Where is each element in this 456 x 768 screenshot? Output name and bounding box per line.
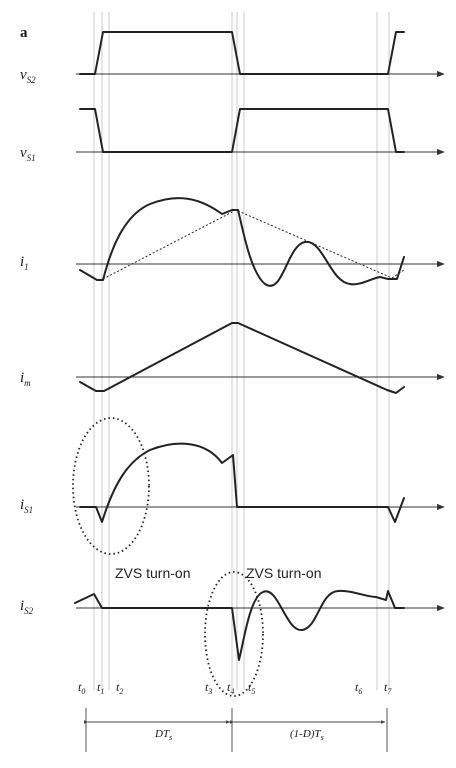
panel-label: a <box>20 25 28 41</box>
time-guides <box>93 12 390 690</box>
waveform-i1 <box>79 197 405 287</box>
zvs-note-left: ZVS turn-on <box>115 565 190 581</box>
label-im: im <box>20 370 31 388</box>
interval-dimensions <box>83 708 388 752</box>
label-is1: iS1 <box>20 497 33 515</box>
zvs-highlight-left <box>72 417 150 555</box>
time-labels: t0 t1 t2 t3 t4 t5 t6 t7 <box>78 680 392 696</box>
time-label-t0: t0 <box>78 680 85 696</box>
label-vs2: vS2 <box>20 67 36 85</box>
time-label-t7: t7 <box>384 680 392 696</box>
interval-label-second: (1-D)Ts <box>290 728 324 742</box>
waveform-vs2 <box>79 31 405 75</box>
i1-magnetizing-envelope <box>102 209 405 280</box>
waveform-is1 <box>79 442 405 523</box>
label-i1: i1 <box>20 254 29 272</box>
waveform-im <box>79 322 405 394</box>
time-label-t3: t3 <box>205 680 212 696</box>
time-label-t4: t4 <box>227 680 234 696</box>
label-vs1: vS1 <box>20 145 36 163</box>
waveform-vs1 <box>79 108 405 153</box>
waveform-is2 <box>74 589 405 661</box>
time-label-t1: t1 <box>97 680 104 696</box>
zvs-highlight-right <box>204 571 264 697</box>
time-label-t6: t6 <box>355 680 362 696</box>
time-label-t2: t2 <box>116 680 123 696</box>
waveforms <box>74 31 405 661</box>
zvs-note-right: ZVS turn-on <box>246 565 321 581</box>
label-is2: iS2 <box>20 598 34 616</box>
time-label-t5: t5 <box>248 680 255 696</box>
interval-label-first: DTs <box>154 728 172 742</box>
